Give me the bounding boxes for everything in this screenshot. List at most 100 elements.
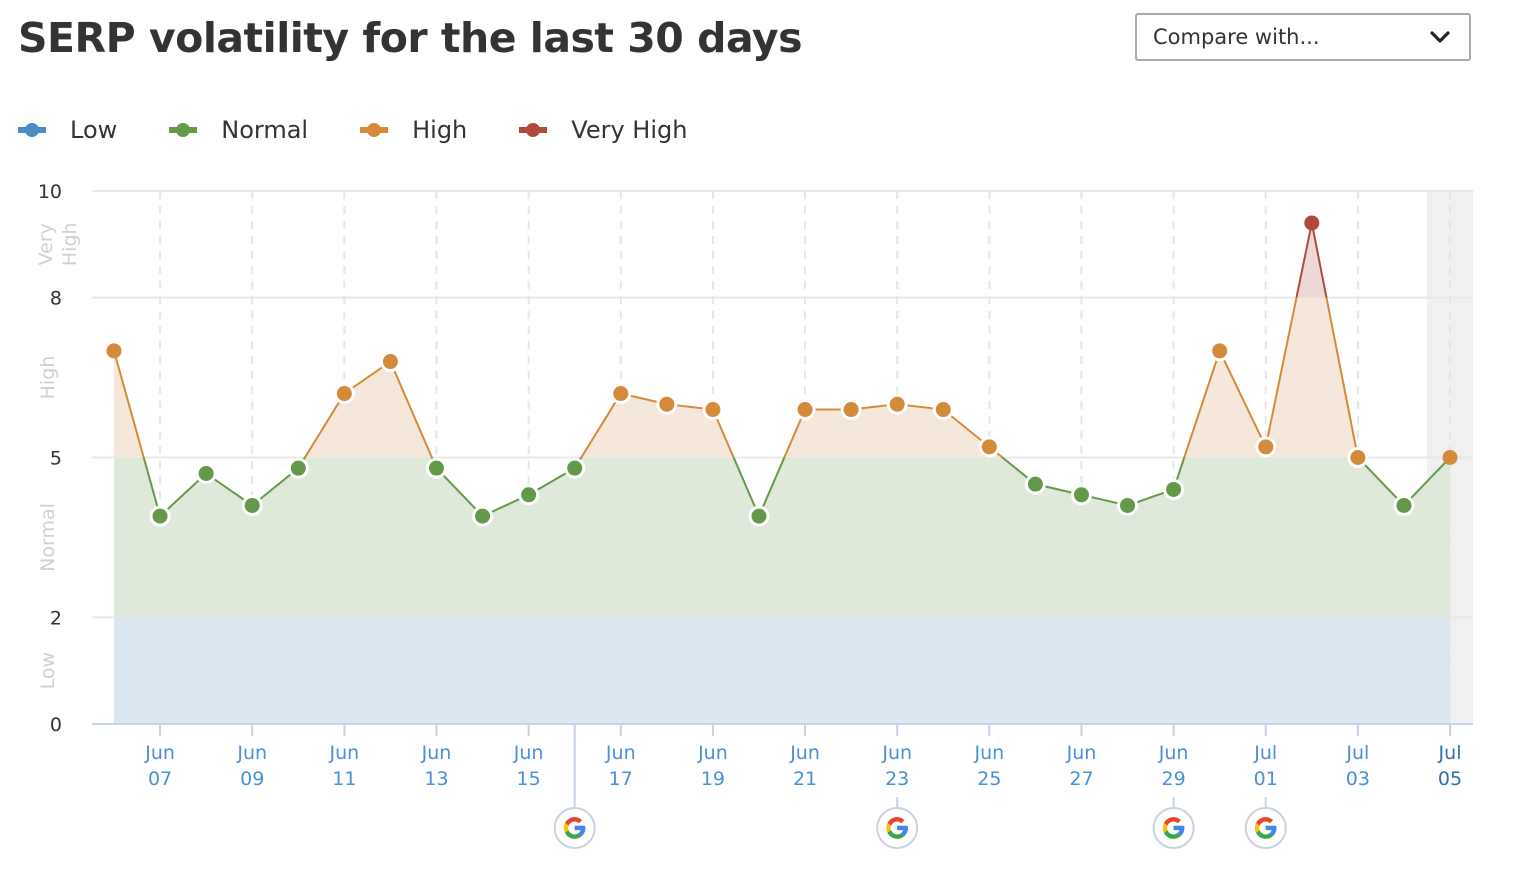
data-point[interactable]	[195, 462, 217, 484]
legend-marker-icon	[18, 120, 46, 140]
y-tick-label: 10	[38, 181, 62, 203]
x-tick-label-month: Jul	[1438, 742, 1462, 764]
data-point[interactable]	[932, 399, 954, 421]
data-point[interactable]	[1442, 450, 1458, 465]
legend-label: Low	[70, 116, 118, 144]
legend-label: High	[412, 116, 468, 144]
x-tick-label-day: 27	[1069, 768, 1093, 790]
x-tick-label-month: Jul	[1345, 742, 1369, 764]
data-point[interactable]	[333, 383, 355, 405]
legend-marker-icon	[360, 120, 389, 140]
series-line	[113, 297, 1451, 458]
x-tick-label-month: Jun	[236, 742, 267, 764]
data-point[interactable]	[472, 505, 494, 527]
x-tick-label-day: 09	[240, 768, 264, 790]
legend-item-very-high[interactable]: Very High	[519, 116, 687, 144]
x-tick-label-month: Jun	[513, 742, 544, 764]
legend-item-normal[interactable]: Normal	[169, 116, 308, 144]
data-point[interactable]	[656, 393, 678, 415]
legend-label: Very High	[571, 116, 688, 144]
data-point[interactable]	[610, 383, 632, 405]
x-tick-label-day: 11	[332, 768, 356, 790]
band-label: Low	[37, 652, 59, 689]
compare-with-label: Compare with...	[1153, 25, 1320, 49]
data-point[interactable]	[1024, 473, 1046, 495]
google-update-marker[interactable]	[1152, 797, 1195, 849]
data-point[interactable]	[1163, 478, 1185, 500]
x-tick-label-day: 23	[885, 768, 909, 790]
data-point[interactable]	[1255, 436, 1277, 458]
data-point[interactable]	[748, 505, 770, 527]
area-fill-normal	[114, 457, 1451, 618]
legend-marker-icon	[169, 120, 198, 140]
data-point[interactable]	[794, 399, 816, 421]
data-point[interactable]	[1117, 494, 1139, 516]
area-fill-high	[114, 297, 1451, 458]
data-point[interactable]	[106, 343, 122, 359]
data-point[interactable]	[379, 351, 401, 373]
data-point[interactable]	[1209, 340, 1231, 362]
data-point[interactable]	[886, 393, 908, 415]
band-label: High	[37, 356, 59, 400]
data-point[interactable]	[702, 399, 724, 421]
x-tick-label-day: 17	[609, 768, 633, 790]
legend-item-low[interactable]: Low	[18, 116, 117, 144]
google-update-marker[interactable]	[876, 797, 919, 849]
x-tick-label-month: Jun	[1066, 742, 1097, 764]
x-tick-label-day: 25	[977, 768, 1001, 790]
x-tick-label-month: Jun	[973, 742, 1004, 764]
data-point[interactable]	[978, 436, 1000, 458]
x-tick-label-day: 29	[1162, 768, 1186, 790]
data-point[interactable]	[1070, 484, 1092, 506]
chart-legend: Low Normal High Very High	[18, 116, 739, 144]
data-point[interactable]	[287, 457, 309, 479]
google-update-marker[interactable]	[1244, 797, 1287, 849]
x-tick-label-month: Jul	[1253, 742, 1277, 764]
google-g-icon	[886, 817, 908, 839]
x-tick-label-day: 05	[1438, 768, 1462, 790]
data-point[interactable]	[1304, 215, 1320, 231]
google-g-icon	[1162, 817, 1185, 839]
band-label: Very	[35, 223, 57, 265]
compare-with-dropdown[interactable]: Compare with...	[1135, 13, 1471, 61]
data-point[interactable]	[1347, 447, 1369, 468]
legend-item-high[interactable]: High	[360, 116, 467, 144]
x-tick-label-month: Jun	[697, 742, 728, 764]
series-line	[142, 457, 1451, 519]
legend-marker-icon	[519, 120, 548, 140]
x-tick-label-day: 19	[701, 768, 725, 790]
data-point[interactable]	[518, 484, 540, 506]
x-tick-label-day: 03	[1346, 768, 1370, 790]
band-label: Normal	[37, 503, 59, 572]
x-tick-label-day: 07	[148, 768, 172, 790]
google-g-icon	[1254, 817, 1277, 839]
area-fill-very-high	[1296, 222, 1327, 298]
y-tick-label: 0	[50, 714, 62, 736]
data-point[interactable]	[241, 494, 263, 516]
x-tick-label-month: Jun	[881, 742, 912, 764]
x-tick-label-month: Jun	[329, 742, 360, 764]
y-tick-label: 2	[50, 607, 62, 629]
data-point[interactable]	[564, 457, 586, 479]
y-tick-label: 8	[50, 288, 62, 310]
x-tick-label-month: Jun	[144, 742, 175, 764]
x-tick-label-month: Jun	[421, 742, 452, 764]
y-tick-label: 5	[50, 448, 62, 470]
google-g-icon	[563, 817, 586, 839]
google-update-marker[interactable]	[553, 724, 596, 849]
area-fill-low	[114, 617, 1451, 724]
x-tick-label-day: 21	[793, 768, 817, 790]
page-title: SERP volatility for the last 30 days	[18, 14, 802, 62]
data-point[interactable]	[425, 457, 447, 479]
x-tick-label-day: 15	[517, 768, 541, 790]
data-point[interactable]	[149, 505, 171, 527]
data-point[interactable]	[840, 399, 862, 421]
band-label: High	[59, 222, 81, 266]
x-tick-label-day: 01	[1254, 768, 1278, 790]
x-tick-label-month: Jun	[789, 742, 820, 764]
x-tick-label-day: 13	[424, 768, 448, 790]
legend-label: Normal	[221, 116, 309, 144]
data-point[interactable]	[1393, 494, 1415, 516]
chevron-down-icon	[1430, 31, 1450, 43]
